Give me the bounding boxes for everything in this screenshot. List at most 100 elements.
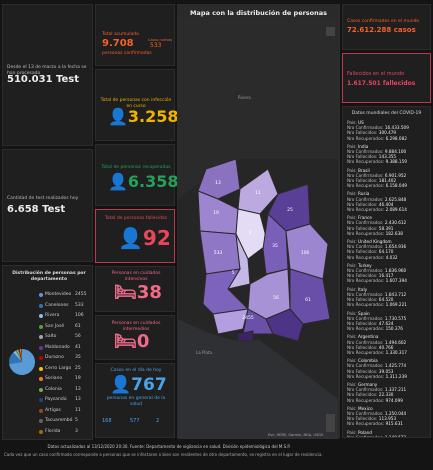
country-field: Nro Fallecidos: 16.417 [347, 273, 426, 278]
field-value: 1.250.044 [384, 410, 407, 416]
stat: 577 [130, 418, 140, 424]
field-value: 1.654.936 [384, 244, 407, 250]
pie-slice [19, 349, 22, 362]
country-field: Nro Fallecidos: 181.402 [347, 178, 426, 183]
country-field: Nro Confirmados: 1.836.960 [347, 268, 426, 273]
field-label: Nro Recuperados: [347, 421, 385, 427]
field-value: 2.089.614 [385, 207, 407, 213]
field-value: 40.766 [378, 344, 394, 350]
legend-name: Maldonado [45, 344, 70, 350]
field-label: Nro Recuperados: [347, 207, 385, 213]
field-label: Nro Confirmados: [347, 387, 384, 393]
field-value: France [358, 215, 372, 221]
legend-name: Rivera [45, 313, 60, 318]
pie-slice [20, 349, 22, 362]
field-value: Turkey [358, 262, 372, 268]
dept [289, 268, 331, 325]
legend-value: 19 [75, 376, 81, 381]
footer: Datos actualizados al 13/12/2020 20:30. … [47, 444, 291, 449]
city: Rivera [238, 95, 251, 100]
field-value: 1.069.221 [385, 302, 407, 308]
legend-name: Tacuarembó [45, 418, 73, 423]
value: 92 [142, 226, 171, 250]
country-field: País: India [347, 144, 426, 149]
side-value: 533 [150, 42, 162, 49]
label: Casos en el día de hoy [110, 368, 162, 373]
panel-map: Mapa con la distribución de personas 13 1… [177, 4, 340, 439]
dept [212, 308, 249, 335]
field-value: Spain [358, 310, 370, 316]
country-field: Nro Confirmados: 9.884.100 [347, 149, 426, 154]
legend-name: Paysandú [45, 397, 67, 402]
country-field: Nro Fallecidos: 22.330 [347, 392, 426, 397]
country-entry: País: US Nro Confirmados: 16.433.509 Nro F… [347, 120, 426, 141]
label: Total acumulado [102, 32, 139, 37]
field-value: 64.520 [378, 297, 394, 303]
field-label: Nro Fallecidos: [347, 225, 378, 231]
legend-name: Colonia [45, 386, 62, 392]
country-field: Nro Recuperados: 2.089.614 [347, 207, 426, 212]
country-field: Nro Confirmados: 6.901.952 [347, 173, 426, 178]
field-label: Nro Confirmados: [347, 244, 384, 250]
field-label: País: [347, 120, 357, 125]
field-value: 2.430.612 [384, 220, 407, 226]
field-label: Nro Confirmados: [347, 196, 384, 202]
country-entry: País: Turkey Nro Confirmados: 1.836.960 Nr… [347, 263, 426, 284]
legend-name: San José [45, 323, 65, 329]
country-entry: País: Germany Nro Confirmados: 1.337.211 N… [347, 382, 426, 403]
dept [237, 330, 254, 342]
field-label: Nro Confirmados: [347, 363, 384, 369]
dept [226, 233, 251, 290]
legend-value: 25 [75, 365, 81, 371]
legend-value: 61 [75, 323, 81, 329]
field-value: 6.298.082 [385, 135, 407, 141]
map-label: 61 [305, 297, 311, 303]
field-label: Nro Recuperados: [347, 230, 385, 236]
country-field: Nro Confirmados: 1.425.774 [347, 363, 426, 368]
field-label: País: [347, 381, 357, 387]
map-label: 533 [214, 250, 223, 256]
country-entry: País: Italy Nro Confirmados: 1.843.712 Nro… [347, 287, 426, 308]
value: 38 [136, 282, 162, 303]
panel-intermediate: Personas en cuidados intermedios 🛏0 [95, 315, 175, 360]
field-label: Nro Fallecidos: [347, 154, 378, 160]
map-label: 25 [287, 207, 293, 213]
map-label: 5 [232, 270, 235, 276]
city: La Plata [196, 350, 212, 355]
country-field: Nro Fallecidos: 58.391 [347, 226, 426, 231]
pie [9, 349, 35, 375]
field-value: 58.391 [378, 225, 394, 231]
country-entry: País: India Nro Confirmados: 9.884.100 Nro… [347, 144, 426, 165]
field-label: Nro Fallecidos: [347, 130, 378, 136]
legend-name: Cerro Largo [45, 365, 72, 371]
country-field: Nro Confirmados: 16.433.509 [347, 125, 426, 130]
country-field: País: Italy [347, 287, 426, 292]
zoom-in[interactable] [326, 27, 335, 36]
country-entry: País: Argentina Nro Confirmados: 1.494.60… [347, 334, 426, 355]
country-field: País: Argentina [347, 334, 426, 339]
field-label: Nro Confirmados: [347, 125, 384, 131]
panel-icu: Personas en cuidados intensivos 🛏38 [95, 266, 175, 312]
field-value: 143.355 [378, 154, 397, 160]
pie-slice [16, 349, 22, 362]
dept [235, 208, 269, 260]
zoom[interactable] [326, 414, 335, 432]
field-label: Nro Recuperados: [347, 159, 385, 165]
label: Casos confirmados en el mundo [347, 19, 420, 24]
field-value: Italy [358, 286, 368, 292]
field-label: País: [347, 358, 357, 364]
legend-swatch [39, 314, 43, 318]
field-value: 6.901.952 [384, 172, 407, 178]
country-field: Nro Recuperados: 6.298.082 [347, 136, 426, 141]
country-field: Nro Fallecidos: 46.404 [347, 202, 426, 207]
field-value: 1.607.394 [385, 278, 407, 284]
country-field: Nro Recuperados: 6.158.049 [347, 183, 426, 188]
panel-tests-total: Desde el 13 de marzo a la fecha se han p… [2, 4, 93, 146]
label: Fallecidos en el mundo [347, 71, 405, 77]
field-value: 150.376 [385, 326, 403, 332]
legend-value: 35 [75, 355, 81, 360]
field-value: US [358, 120, 364, 125]
country-field: Nro Fallecidos: 64.520 [347, 297, 426, 302]
country-field: Nro Fallecidos: 40.766 [347, 345, 426, 350]
